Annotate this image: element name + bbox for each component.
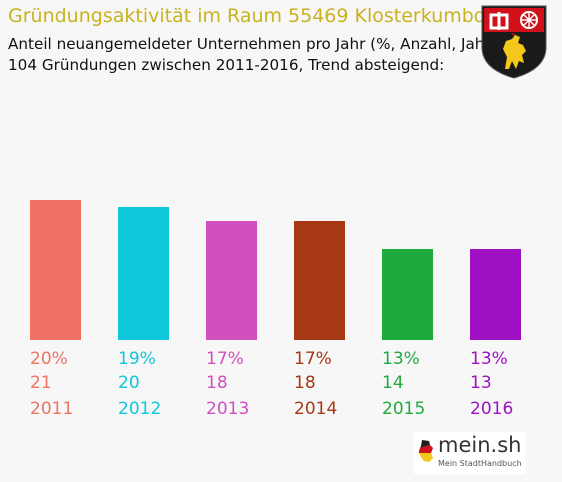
coat-of-arms-icon (481, 5, 547, 79)
percent-label-2012: 19% (118, 349, 156, 369)
count-label-2013: 18 (206, 373, 228, 393)
germany-map-icon (419, 440, 433, 462)
count-label-2015: 14 (382, 373, 404, 393)
percent-label-2013: 17% (206, 349, 244, 369)
year-label-2012: 2012 (118, 399, 161, 419)
bar-2011 (30, 200, 81, 340)
count-label-2012: 20 (118, 373, 140, 393)
mein-sh-logo[interactable]: mein.sh Mein StadtHandbuch (414, 432, 526, 474)
count-label-2016: 13 (470, 373, 492, 393)
bar-2012 (118, 207, 169, 340)
year-label-2013: 2013 (206, 399, 249, 419)
year-label-2011: 2011 (30, 399, 73, 419)
bar-2014 (294, 221, 345, 340)
chart-title: Gründungsaktivität im Raum 55469 Kloster… (8, 5, 486, 27)
percent-label-2014: 17% (294, 349, 332, 369)
bar-2013 (206, 221, 257, 340)
logo-tagline: Mein StadtHandbuch (438, 459, 522, 468)
bar-2016 (470, 249, 521, 340)
year-label-2014: 2014 (294, 399, 337, 419)
percent-label-2011: 20% (30, 349, 68, 369)
year-label-2015: 2015 (382, 399, 425, 419)
chart-summary: 104 Gründungen zwischen 2011-2016, Trend… (8, 56, 445, 74)
logo-wordmark: mein.sh (438, 433, 522, 457)
percent-label-2015: 13% (382, 349, 420, 369)
count-label-2014: 18 (294, 373, 316, 393)
percent-label-2016: 13% (470, 349, 508, 369)
chart-subtitle: Anteil neuangemeldeter Unternehmen pro J… (8, 35, 497, 53)
count-label-2011: 21 (30, 373, 52, 393)
year-label-2016: 2016 (470, 399, 513, 419)
bar-2015 (382, 249, 433, 340)
